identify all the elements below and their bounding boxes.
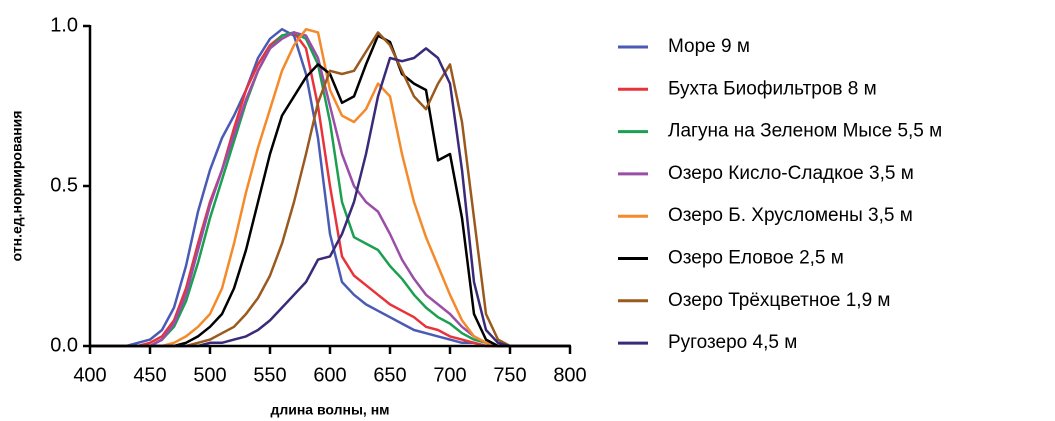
x-tick-label: 700 — [433, 364, 466, 386]
legend-label: Озеро Трёхцветное 1,9 м — [668, 290, 891, 311]
legend-label: Озеро Еловое 2,5 м — [668, 248, 844, 269]
legend-label: Бухта Биофильтров 8 м — [668, 78, 877, 99]
x-tick-label: 450 — [133, 364, 166, 386]
series-line — [90, 47, 570, 348]
legend-label: Море 9 м — [668, 36, 750, 57]
y-tick-label: 1.0 — [50, 14, 78, 36]
x-tick-label: 600 — [313, 364, 346, 386]
legend-label: Озеро Кисло-Сладкое 3,5 м — [668, 163, 914, 184]
legend-label: Лагуна на Зеленом Мысе 5,5 м — [668, 121, 942, 142]
legend-label: Ругозеро 4,5 м — [668, 332, 797, 353]
x-tick-label: 400 — [73, 364, 106, 386]
x-tick-label: 550 — [253, 364, 286, 386]
y-tick-label: 0.0 — [50, 334, 78, 356]
x-tick-label: 750 — [493, 364, 526, 386]
x-tick-label: 650 — [373, 364, 406, 386]
y-tick-label: 0.5 — [50, 174, 78, 196]
series-line — [90, 27, 570, 348]
y-axis-title: отн.ед.нормирования — [9, 111, 25, 262]
x-axis-title: длина волны, нм — [270, 402, 389, 418]
series-line — [90, 31, 570, 348]
x-tick-label: 500 — [193, 364, 226, 386]
legend-label: Озеро Б. Хрусломены 3,5 м — [668, 205, 913, 226]
x-tick-label: 800 — [553, 364, 586, 386]
